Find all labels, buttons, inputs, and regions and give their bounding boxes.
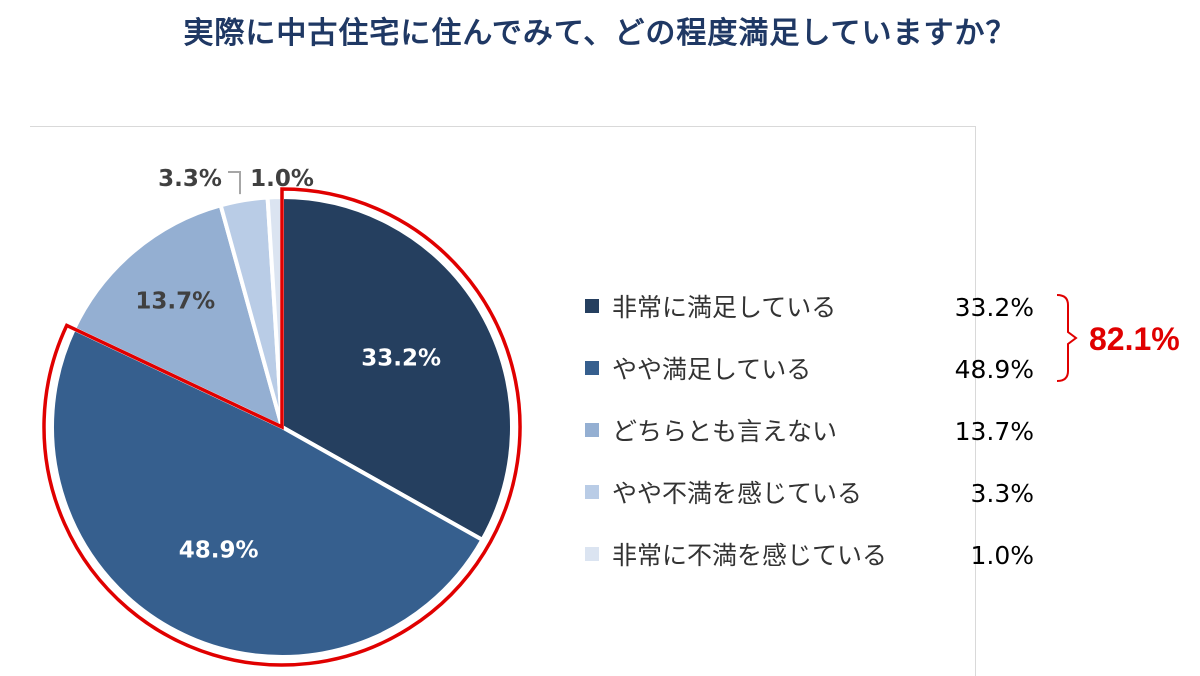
data-label-5: 1.0% <box>250 166 314 192</box>
legend-value: 13.7% <box>955 417 1034 446</box>
legend-swatch <box>585 361 599 375</box>
plot-area-frame <box>30 126 976 676</box>
legend-swatch <box>585 423 599 437</box>
legend-value: 1.0% <box>970 541 1034 570</box>
legend: 非常に満足している 33.2% やや満足している 48.9% どちらとも言えない 13.7… <box>585 293 1034 570</box>
pie-slice-1 <box>280 195 514 542</box>
legend-swatch <box>585 485 599 499</box>
highlight-total-label: 82.1% <box>1089 321 1180 357</box>
legend-item-1: 非常に満足している 33.2% <box>585 293 1034 322</box>
legend-label: やや不満を感じている <box>612 479 862 508</box>
legend-value: 48.9% <box>955 355 1034 384</box>
legend-item-2: やや満足している 48.9% <box>585 355 1034 384</box>
legend-label: どちらとも言えない <box>612 417 837 446</box>
legend-swatch <box>585 299 599 313</box>
legend-item-4: やや不満を感じている 3.3% <box>585 479 1034 508</box>
legend-label: 非常に満足している <box>612 293 836 322</box>
highlight-bracket <box>1056 294 1078 382</box>
pie-slices <box>50 195 514 659</box>
legend-item-5: 非常に不満を感じている 1.0% <box>585 541 1034 570</box>
legend-value: 3.3% <box>970 479 1034 508</box>
legend-label: やや満足している <box>612 355 811 384</box>
leader-line <box>228 171 241 195</box>
legend-value: 33.2% <box>955 293 1034 322</box>
legend-label: 非常に不満を感じている <box>612 541 887 570</box>
pie-slice-3 <box>72 203 284 429</box>
legend-item-3: どちらとも言えない 13.7% <box>585 417 1034 446</box>
data-labels: 33.2% 48.9% 13.7% 3.3% 1.0% <box>135 166 441 564</box>
pie-slice-2 <box>50 326 485 659</box>
legend-swatch <box>585 547 599 561</box>
chart-title: 実際に中古住宅に住んでみて、どの程度満足していますか？ <box>183 16 1017 51</box>
data-label-4: 3.3% <box>158 166 222 192</box>
data-label-2: 48.9% <box>179 538 259 564</box>
highlight-outline <box>42 187 522 667</box>
data-label-1: 33.2% <box>361 345 441 371</box>
data-label-3: 13.7% <box>135 288 215 314</box>
